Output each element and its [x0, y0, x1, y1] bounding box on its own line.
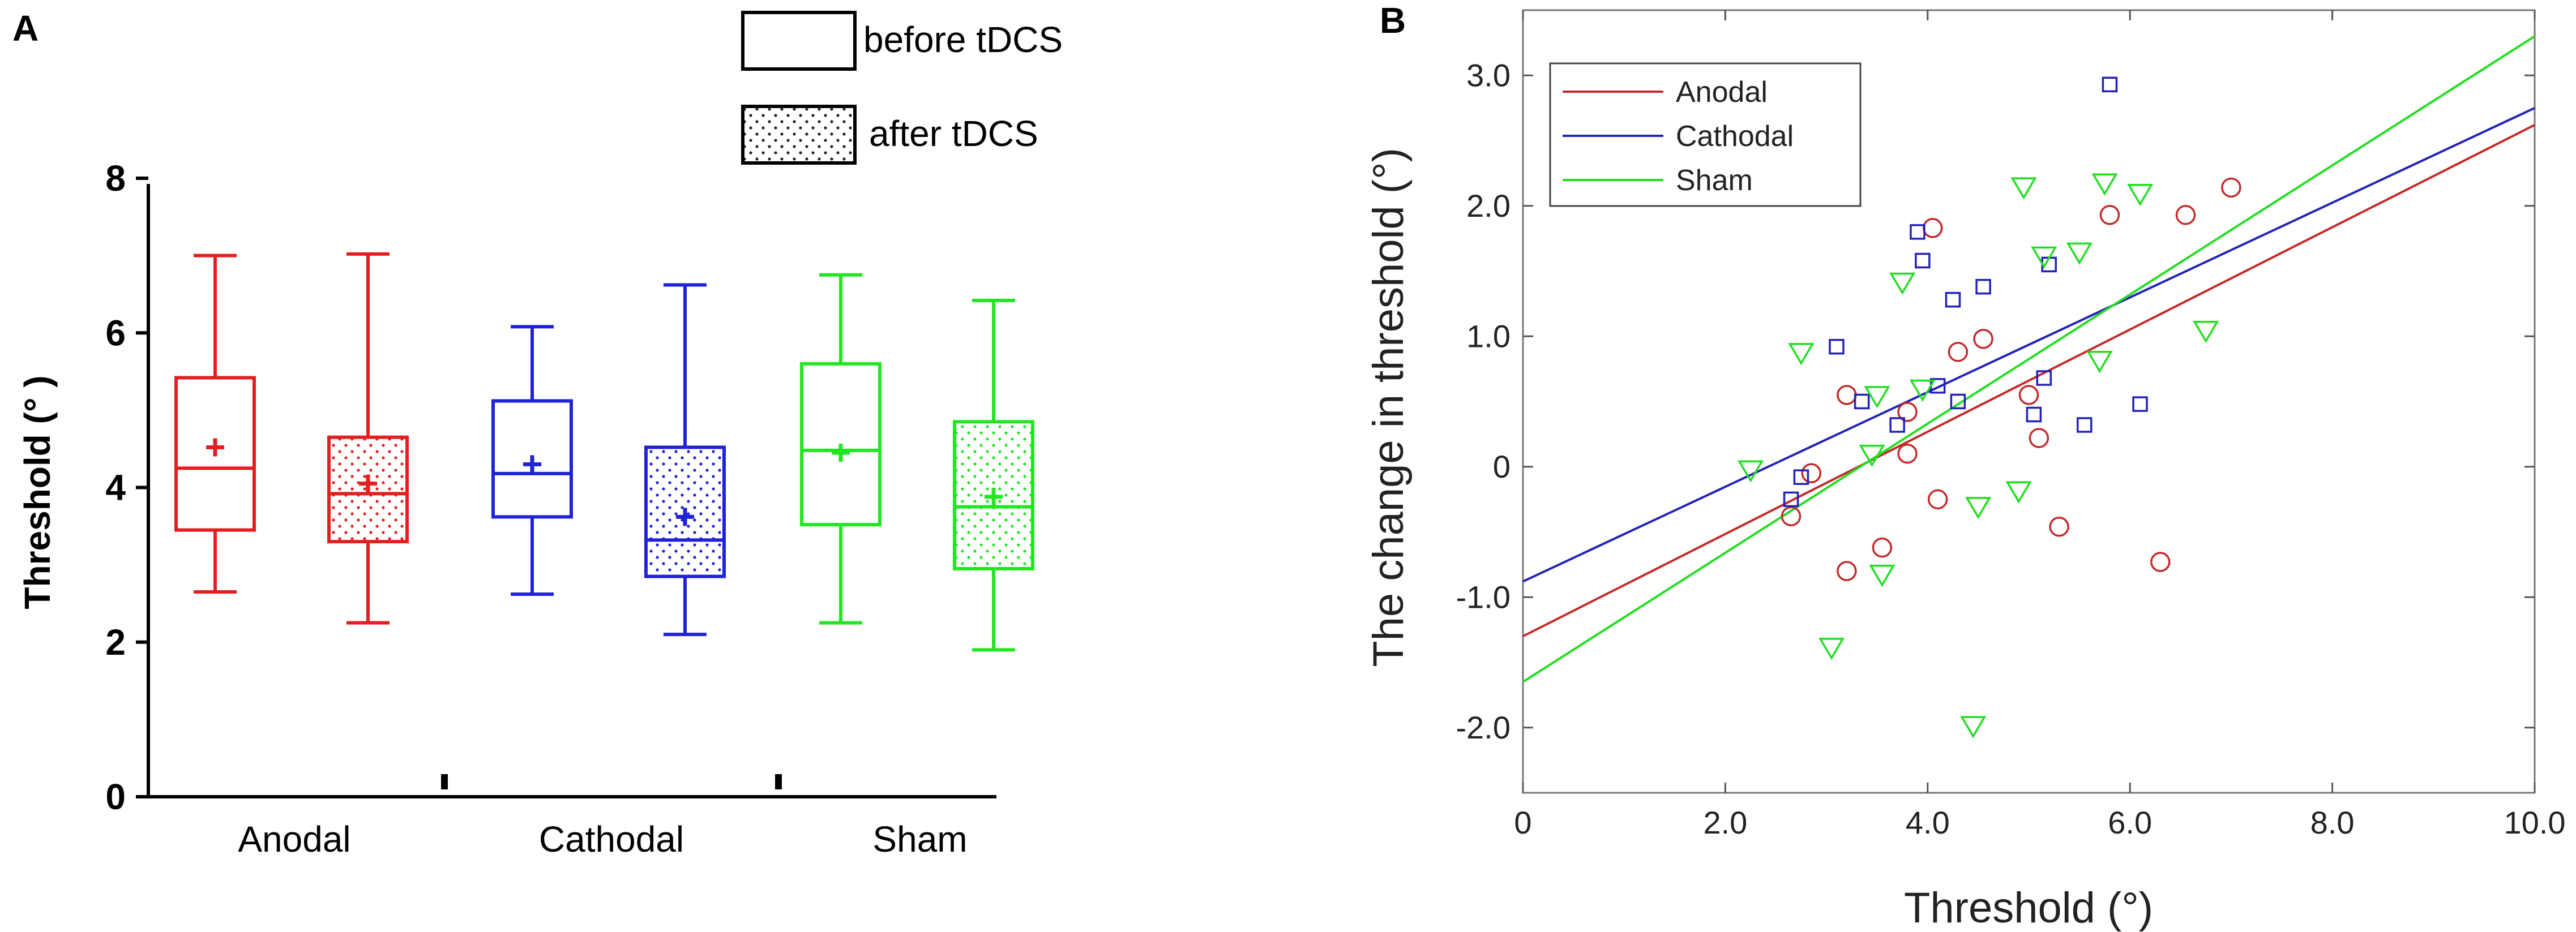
point-cathodal: [1793, 469, 1809, 485]
panel-b-x-tick-label: 10.0: [2504, 805, 2566, 840]
point-sham: [1889, 272, 1916, 295]
fit-line-cathodal: [1522, 107, 2535, 583]
point-cathodal: [2102, 76, 2118, 93]
panel-b-y-tick-label: 2.0: [1466, 188, 1510, 224]
panel-b-y-tick-label: -1.0: [1456, 579, 1511, 615]
panel-a-y-tick-label: 2: [105, 622, 126, 663]
legend-anodal-label: Anodal: [1676, 76, 1768, 109]
panel-b-y-tick-label: -2.0: [1456, 710, 1511, 745]
panel-b-y-tick-label: 3.0: [1466, 57, 1510, 93]
point-sham: [1864, 386, 1890, 409]
point-sham: [2193, 320, 2219, 343]
point-anodal: [2049, 517, 2069, 537]
box-sham-after: [953, 298, 1034, 652]
point-anodal: [2221, 177, 2241, 198]
panel-a-y-tick-label: 6: [105, 312, 126, 353]
point-anodal: [2175, 205, 2196, 225]
point-anodal: [1781, 506, 1802, 527]
panel-b-label: B: [1380, 0, 1406, 41]
panel-b: B 0 2.0 4.0 6.0 8.0 10.0 -2.0 -1.0 0 1.0 2.0 3.0 Th…: [1364, 0, 2566, 932]
panel-b-x-tick-label: 0: [1514, 805, 1531, 840]
panel-b-x-tick-label: 2.0: [1703, 805, 1747, 840]
fit-line-anodal: [1522, 124, 2535, 638]
point-cathodal: [1975, 278, 1991, 295]
panel-a-y-tick-label: 4: [105, 467, 126, 508]
point-sham: [1965, 497, 1992, 519]
point-sham: [1818, 638, 1845, 660]
box-cathodal-after: [644, 283, 726, 637]
point-sham: [2086, 350, 2113, 373]
panel-a-y-axis-label: Threshold (° ): [17, 375, 58, 609]
panel-b-y-tick-label: 0: [1493, 449, 1510, 484]
panel-b-y-tick-label: 1.0: [1466, 318, 1510, 354]
point-anodal: [1948, 342, 1969, 362]
point-cathodal: [1945, 291, 1961, 308]
point-sham: [2005, 481, 2032, 504]
legend-before-swatch: [741, 11, 857, 71]
box-sham-before: [800, 273, 882, 625]
category-label-cathodal: Cathodal: [539, 819, 684, 860]
point-sham: [1788, 343, 1815, 366]
point-cathodal: [2036, 370, 2052, 386]
legend-cathodal-label: Cathodal: [1676, 120, 1794, 153]
point-sham: [1859, 444, 1885, 467]
legend-after-label: after tDCS: [869, 113, 1038, 154]
point-sham: [2127, 183, 2154, 207]
point-cathodal: [1889, 417, 1905, 433]
point-anodal: [1927, 489, 1948, 510]
point-sham: [2010, 177, 2037, 200]
panel-a-label: A: [12, 8, 38, 49]
point-cathodal: [1783, 491, 1799, 508]
legend-sham-label: Sham: [1676, 164, 1753, 197]
point-cathodal: [2077, 417, 2093, 433]
point-anodal: [1973, 329, 1993, 349]
point-anodal: [2099, 205, 2120, 225]
panel-b-x-tick-label: 8.0: [2310, 805, 2355, 840]
point-cathodal: [2132, 396, 2148, 412]
point-anodal: [1801, 463, 1822, 484]
point-anodal: [1897, 443, 1918, 464]
point-anodal: [2029, 428, 2049, 448]
category-label-sham: Sham: [872, 819, 967, 860]
point-sham: [2091, 173, 2118, 196]
panel-b-y-axis-label: The change in threshold (°): [1364, 148, 1413, 667]
category-label-anodal: Anodal: [238, 819, 350, 860]
point-anodal: [1872, 537, 1893, 558]
panel-b-x-tick-label: 6.0: [2108, 805, 2152, 840]
point-cathodal: [1854, 393, 1870, 410]
panel-b-legend: Anodal Cathodal Sham: [1549, 62, 1862, 207]
box-anodal-before: [174, 254, 256, 594]
point-sham: [2066, 242, 2093, 265]
point-anodal: [2150, 552, 2171, 572]
panel-a-y-tick-label: 8: [105, 158, 126, 199]
point-cathodal: [2026, 406, 2042, 423]
panel-a-y-tick-label: 0: [105, 776, 126, 817]
panel-a: A before tDCS after tDCS 0 2 4 6 8 Threshold…: [12, 8, 1063, 860]
legend-before-label: before tDCS: [863, 19, 1063, 60]
box-anodal-after: [327, 252, 409, 625]
point-anodal: [1897, 402, 1918, 422]
point-sham: [2031, 246, 2057, 269]
point-cathodal: [1950, 393, 1966, 410]
point-sham: [1869, 565, 1895, 587]
panel-b-x-tick-label: 4.0: [1906, 805, 1950, 840]
panel-b-x-axis-label: Threshold (°): [1904, 884, 2153, 932]
point-anodal: [2018, 385, 2039, 405]
point-sham: [1738, 460, 1764, 483]
point-cathodal: [1910, 224, 1925, 240]
point-sham: [1960, 716, 1987, 738]
point-sham: [1909, 379, 1936, 402]
point-cathodal: [1915, 252, 1931, 269]
panel-a-legend: before tDCS after tDCS: [741, 11, 1063, 165]
point-anodal: [1837, 561, 1857, 581]
box-cathodal-before: [491, 325, 573, 596]
point-cathodal: [1829, 338, 1845, 355]
legend-after-swatch: [741, 105, 857, 165]
fit-line-sham: [1522, 35, 2536, 683]
